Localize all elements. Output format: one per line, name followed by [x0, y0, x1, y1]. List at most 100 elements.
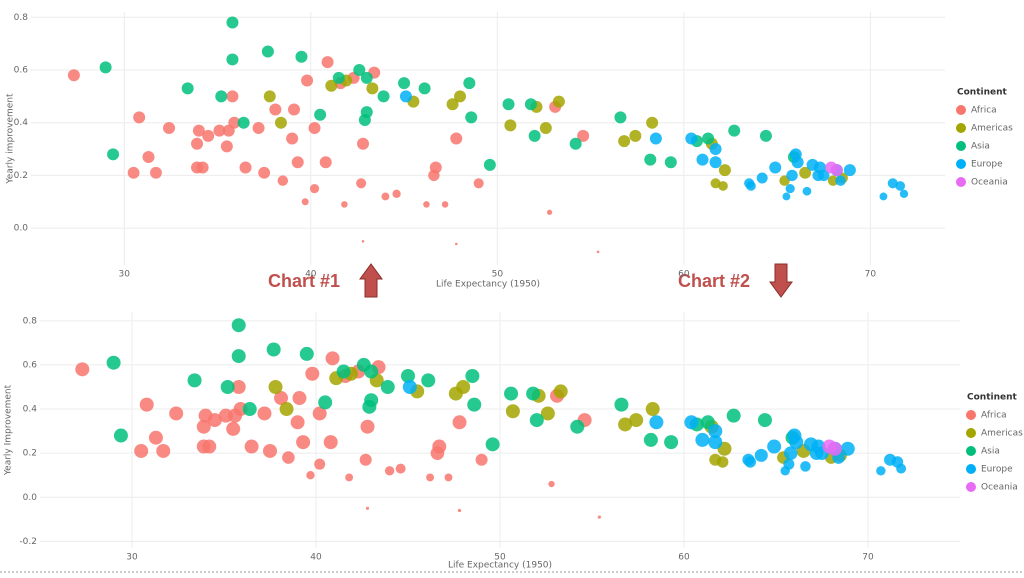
point [791, 156, 804, 169]
point [684, 415, 699, 430]
point [645, 402, 660, 417]
point [402, 379, 417, 394]
point [231, 379, 246, 394]
point [156, 443, 171, 458]
point [539, 121, 552, 134]
point [756, 172, 768, 184]
point [305, 366, 320, 381]
point [423, 201, 430, 208]
point [430, 446, 445, 460]
point [728, 124, 741, 137]
point [299, 346, 314, 361]
point [502, 98, 515, 111]
point [377, 90, 390, 103]
point [596, 250, 600, 254]
point [268, 379, 283, 394]
point [228, 116, 241, 129]
y-axis-label: Yearly improvement [6, 93, 16, 185]
point [441, 201, 449, 208]
point [191, 137, 204, 150]
point [263, 90, 276, 103]
legend-swatch [966, 410, 976, 420]
x-tick-label: 70 [862, 553, 874, 563]
point [75, 362, 90, 377]
point [597, 515, 601, 519]
point [301, 74, 314, 87]
point [799, 166, 812, 179]
point [524, 98, 537, 111]
point [786, 169, 798, 182]
point [789, 435, 804, 450]
legend-label: Americas [981, 429, 1023, 439]
point [746, 181, 756, 191]
legend-swatch [966, 446, 976, 456]
point [312, 406, 327, 421]
point [708, 424, 723, 439]
point [452, 415, 467, 430]
y-tick-label: 0.6 [23, 360, 38, 370]
point [696, 153, 709, 166]
x-tick-label: 70 [865, 270, 877, 280]
point [716, 456, 729, 468]
point [780, 466, 790, 476]
point [309, 183, 320, 194]
point [215, 90, 228, 103]
point [708, 435, 723, 450]
point [785, 183, 795, 194]
point [457, 508, 462, 513]
point [876, 466, 886, 476]
point [357, 137, 370, 150]
point [358, 114, 371, 127]
point [282, 451, 295, 464]
point [718, 181, 728, 191]
point [800, 461, 811, 472]
point [361, 239, 365, 243]
point [614, 397, 629, 412]
point [504, 386, 519, 401]
point [618, 417, 633, 432]
y-tick-label: 0.4 [14, 118, 29, 128]
point [546, 209, 553, 215]
legend-label: Asia [981, 447, 1000, 457]
point [710, 178, 721, 189]
legend-title: Continent [957, 88, 1008, 98]
point [113, 428, 128, 443]
y-tick-label: 0.8 [23, 316, 38, 326]
point [759, 129, 772, 142]
point [643, 432, 658, 447]
point [835, 175, 846, 186]
point [296, 435, 311, 450]
point [570, 419, 585, 434]
point [366, 82, 379, 95]
point [465, 368, 480, 383]
point [213, 124, 226, 137]
point [827, 175, 839, 186]
point [418, 82, 431, 95]
point [726, 408, 741, 423]
point [569, 137, 582, 150]
point [644, 153, 657, 166]
point [202, 129, 215, 142]
legend-label: Europe [971, 160, 1003, 170]
point [664, 435, 679, 450]
point [757, 413, 772, 428]
point [709, 156, 722, 169]
legend-swatch [956, 105, 966, 115]
arrow-up [359, 263, 383, 298]
x-axis-label: Life Expectancy (1950) [448, 561, 552, 571]
point [448, 386, 463, 401]
legend-swatch [966, 428, 976, 438]
point [744, 456, 756, 468]
point [192, 124, 205, 137]
point [127, 166, 140, 179]
legend-label: Oceania [971, 178, 1008, 188]
y-tick-label: 0.2 [14, 171, 28, 181]
point [353, 63, 366, 76]
point [483, 158, 496, 171]
point [242, 402, 257, 417]
x-tick-label: 30 [119, 270, 131, 280]
legend-label: Africa [971, 106, 997, 116]
point [325, 79, 338, 92]
point [629, 413, 644, 428]
point [421, 373, 436, 388]
